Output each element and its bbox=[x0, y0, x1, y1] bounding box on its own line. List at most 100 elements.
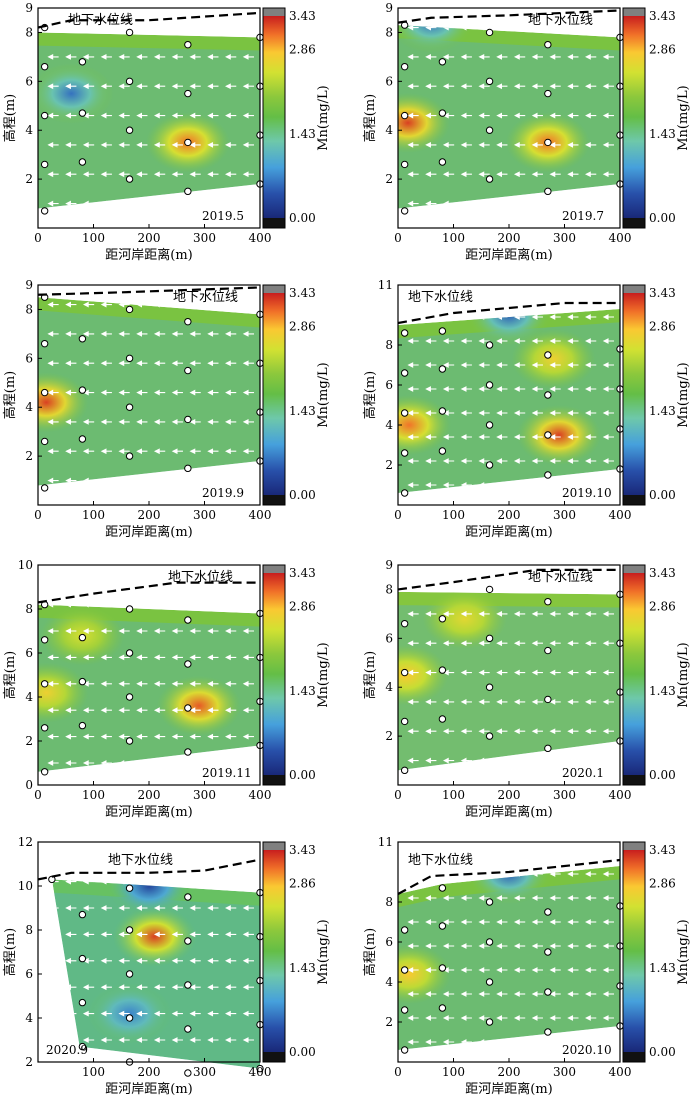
flow-arrow-head bbox=[602, 967, 609, 973]
monitoring-well bbox=[40, 484, 49, 492]
flow-arrow-head bbox=[207, 760, 214, 766]
flow-arrow-head bbox=[425, 53, 431, 60]
monitoring-well bbox=[438, 407, 447, 415]
colorbar-label: Mn(mg/L) bbox=[316, 919, 331, 985]
groundwater-line bbox=[398, 9, 620, 24]
y-tick-label: 8 bbox=[25, 302, 33, 316]
flow-arrow-head bbox=[65, 707, 71, 714]
monitoring-well bbox=[400, 369, 409, 377]
flow-arrow-head bbox=[549, 919, 556, 925]
flow-arrow-head bbox=[153, 171, 160, 178]
flow-arrow-head bbox=[189, 931, 196, 938]
flow-arrow-head bbox=[531, 112, 538, 119]
flow-arrow-head bbox=[153, 604, 160, 608]
flow-arrow-head bbox=[460, 669, 467, 676]
y-tick-label: 6 bbox=[385, 74, 393, 88]
flow-arrow-head bbox=[496, 1015, 503, 1021]
flow-arrow-head bbox=[585, 112, 591, 119]
colorbar-tick-label: 3.43 bbox=[289, 9, 316, 23]
flow-arrow-head bbox=[242, 448, 249, 455]
flow-arrow-head bbox=[225, 654, 231, 661]
monitoring-well bbox=[438, 447, 447, 455]
flow-arrow-head bbox=[442, 610, 449, 617]
monitoring-well bbox=[400, 409, 409, 417]
flow-arrow-head bbox=[171, 53, 178, 60]
x-axis-label: 距河岸距离(m) bbox=[105, 524, 192, 540]
flow-arrow-head bbox=[225, 879, 231, 885]
flow-arrow-head bbox=[442, 1015, 449, 1021]
flow-arrow-head bbox=[137, 576, 141, 580]
flow-arrow-head bbox=[242, 477, 249, 484]
flow-arrow-head bbox=[47, 171, 54, 178]
monitoring-well bbox=[485, 938, 494, 946]
flow-arrow-head bbox=[100, 141, 107, 148]
groundwater-line bbox=[398, 568, 620, 591]
mn-hotspot bbox=[38, 63, 114, 124]
y-tick-label: 6 bbox=[385, 378, 393, 392]
flow-arrow-head bbox=[425, 871, 431, 877]
flow-arrow-head bbox=[118, 680, 125, 687]
groundwater-line bbox=[38, 11, 260, 29]
monitoring-well bbox=[544, 695, 552, 704]
flow-arrow-head bbox=[242, 905, 249, 911]
flow-arrow-head bbox=[425, 112, 431, 119]
flow-arrow-head bbox=[82, 83, 89, 90]
flow-arrow-head bbox=[478, 171, 485, 178]
flow-arrow-head bbox=[425, 1015, 431, 1021]
flow-arrow-head bbox=[82, 984, 89, 991]
y-tick-label: 6 bbox=[385, 935, 393, 949]
flow-arrow-head bbox=[425, 83, 431, 90]
flow-arrow-head bbox=[84, 576, 88, 580]
x-tick-label: 200 bbox=[498, 1065, 521, 1079]
flow-arrow-head bbox=[136, 707, 142, 714]
flow-arrow-head bbox=[136, 330, 142, 337]
flow-arrow-head bbox=[65, 141, 71, 148]
flow-arrow-head bbox=[531, 698, 538, 705]
flow-arrow-head bbox=[425, 1039, 431, 1045]
flow-arrow-head bbox=[567, 757, 574, 764]
flow-arrow-head bbox=[513, 482, 520, 488]
flow-arrow-head bbox=[136, 628, 142, 634]
flow-arrow-head bbox=[496, 141, 503, 148]
flow-arrow-head bbox=[136, 389, 142, 396]
flow-arrow-head bbox=[585, 171, 591, 178]
flow-arrow-head bbox=[65, 905, 71, 911]
flow-arrow-head bbox=[602, 640, 609, 647]
flow-arrow-head bbox=[513, 728, 520, 735]
x-tick-label: 100 bbox=[82, 1065, 105, 1079]
x-tick-label: 200 bbox=[138, 231, 161, 245]
monitoring-well bbox=[78, 633, 87, 642]
flow-arrow-head bbox=[549, 53, 556, 60]
date-label: 2019.9 bbox=[202, 486, 244, 500]
colorbar-tick-label: 3.43 bbox=[289, 286, 316, 300]
flow-arrow-head bbox=[47, 680, 54, 687]
flow-arrow-head bbox=[567, 362, 574, 368]
flow-arrow-head bbox=[496, 698, 503, 705]
flow-arrow-head bbox=[425, 610, 431, 617]
flow-arrow-head bbox=[207, 1010, 214, 1017]
flow-arrow-head bbox=[531, 669, 538, 676]
flow-arrow-head bbox=[585, 640, 591, 647]
y-top-label: 11 bbox=[378, 835, 393, 849]
flow-arrow-head bbox=[82, 604, 89, 608]
flow-arrow-head bbox=[225, 477, 231, 484]
flow-arrow-head bbox=[549, 895, 556, 901]
flow-arrow-head bbox=[82, 931, 89, 938]
mn-hotspot bbox=[516, 405, 601, 465]
flow-arrow-head bbox=[118, 931, 125, 938]
monitoring-well bbox=[125, 305, 134, 314]
contour-field bbox=[398, 591, 620, 771]
colorbar-tick-label: 1.43 bbox=[649, 684, 676, 698]
flow-arrow-head bbox=[442, 386, 449, 392]
flow-arrow-head bbox=[442, 141, 449, 148]
flow-arrow-head bbox=[567, 871, 574, 877]
y-tick-label: 4 bbox=[385, 680, 393, 694]
flow-arrow-head bbox=[136, 931, 142, 938]
flow-arrow-head bbox=[207, 477, 214, 484]
flow-arrow-head bbox=[153, 1037, 160, 1043]
colorbar-tick-label: 3.43 bbox=[649, 286, 676, 300]
y-tick-label: 2 bbox=[385, 172, 393, 186]
flow-arrow-head bbox=[153, 1010, 160, 1017]
flow-arrow-head bbox=[407, 314, 414, 320]
flow-arrow-head bbox=[100, 112, 107, 119]
